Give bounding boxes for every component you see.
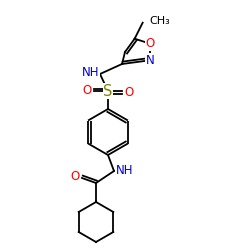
Text: NH: NH <box>116 164 134 177</box>
Text: NH: NH <box>82 66 99 80</box>
Text: O: O <box>83 84 92 96</box>
Text: S: S <box>103 84 113 98</box>
Text: O: O <box>71 170 80 183</box>
Text: O: O <box>124 86 133 98</box>
Text: N: N <box>146 54 155 67</box>
Text: CH₃: CH₃ <box>150 16 171 26</box>
Text: O: O <box>146 37 155 50</box>
